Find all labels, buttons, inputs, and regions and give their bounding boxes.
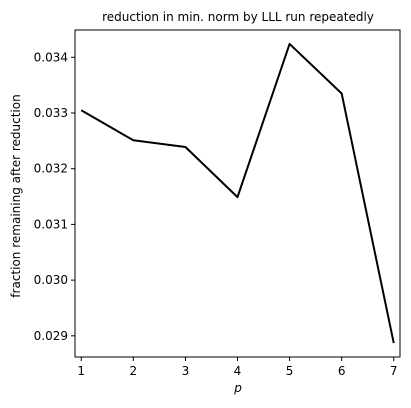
- x-tick-label: 7: [390, 364, 398, 378]
- x-tick-label: 4: [234, 364, 242, 378]
- y-tick-label: 0.031: [34, 217, 68, 231]
- chart-title: reduction in min. norm by LLL run repeat…: [102, 10, 374, 24]
- y-tick-label: 0.029: [34, 329, 68, 343]
- y-tick-label: 0.033: [34, 106, 68, 120]
- y-tick-label: 0.034: [34, 50, 68, 64]
- x-tick-label: 6: [338, 364, 346, 378]
- plot-area: 1 2 3 4 5 6 7 0.029 0.030 0.031 0.032 0.033 0.034: [34, 29, 401, 378]
- series-line: [80, 42, 395, 344]
- x-tick-label: 3: [182, 364, 190, 378]
- x-tick-label: 2: [130, 364, 138, 378]
- x-tick-label: 1: [77, 364, 85, 378]
- y-tick-label: 0.032: [34, 162, 68, 176]
- y-axis-label: fraction remaining after reduction: [9, 94, 23, 297]
- x-tick-label: 5: [286, 364, 294, 378]
- y-tick-label: 0.030: [34, 273, 68, 287]
- x-axis-label: p: [233, 381, 242, 395]
